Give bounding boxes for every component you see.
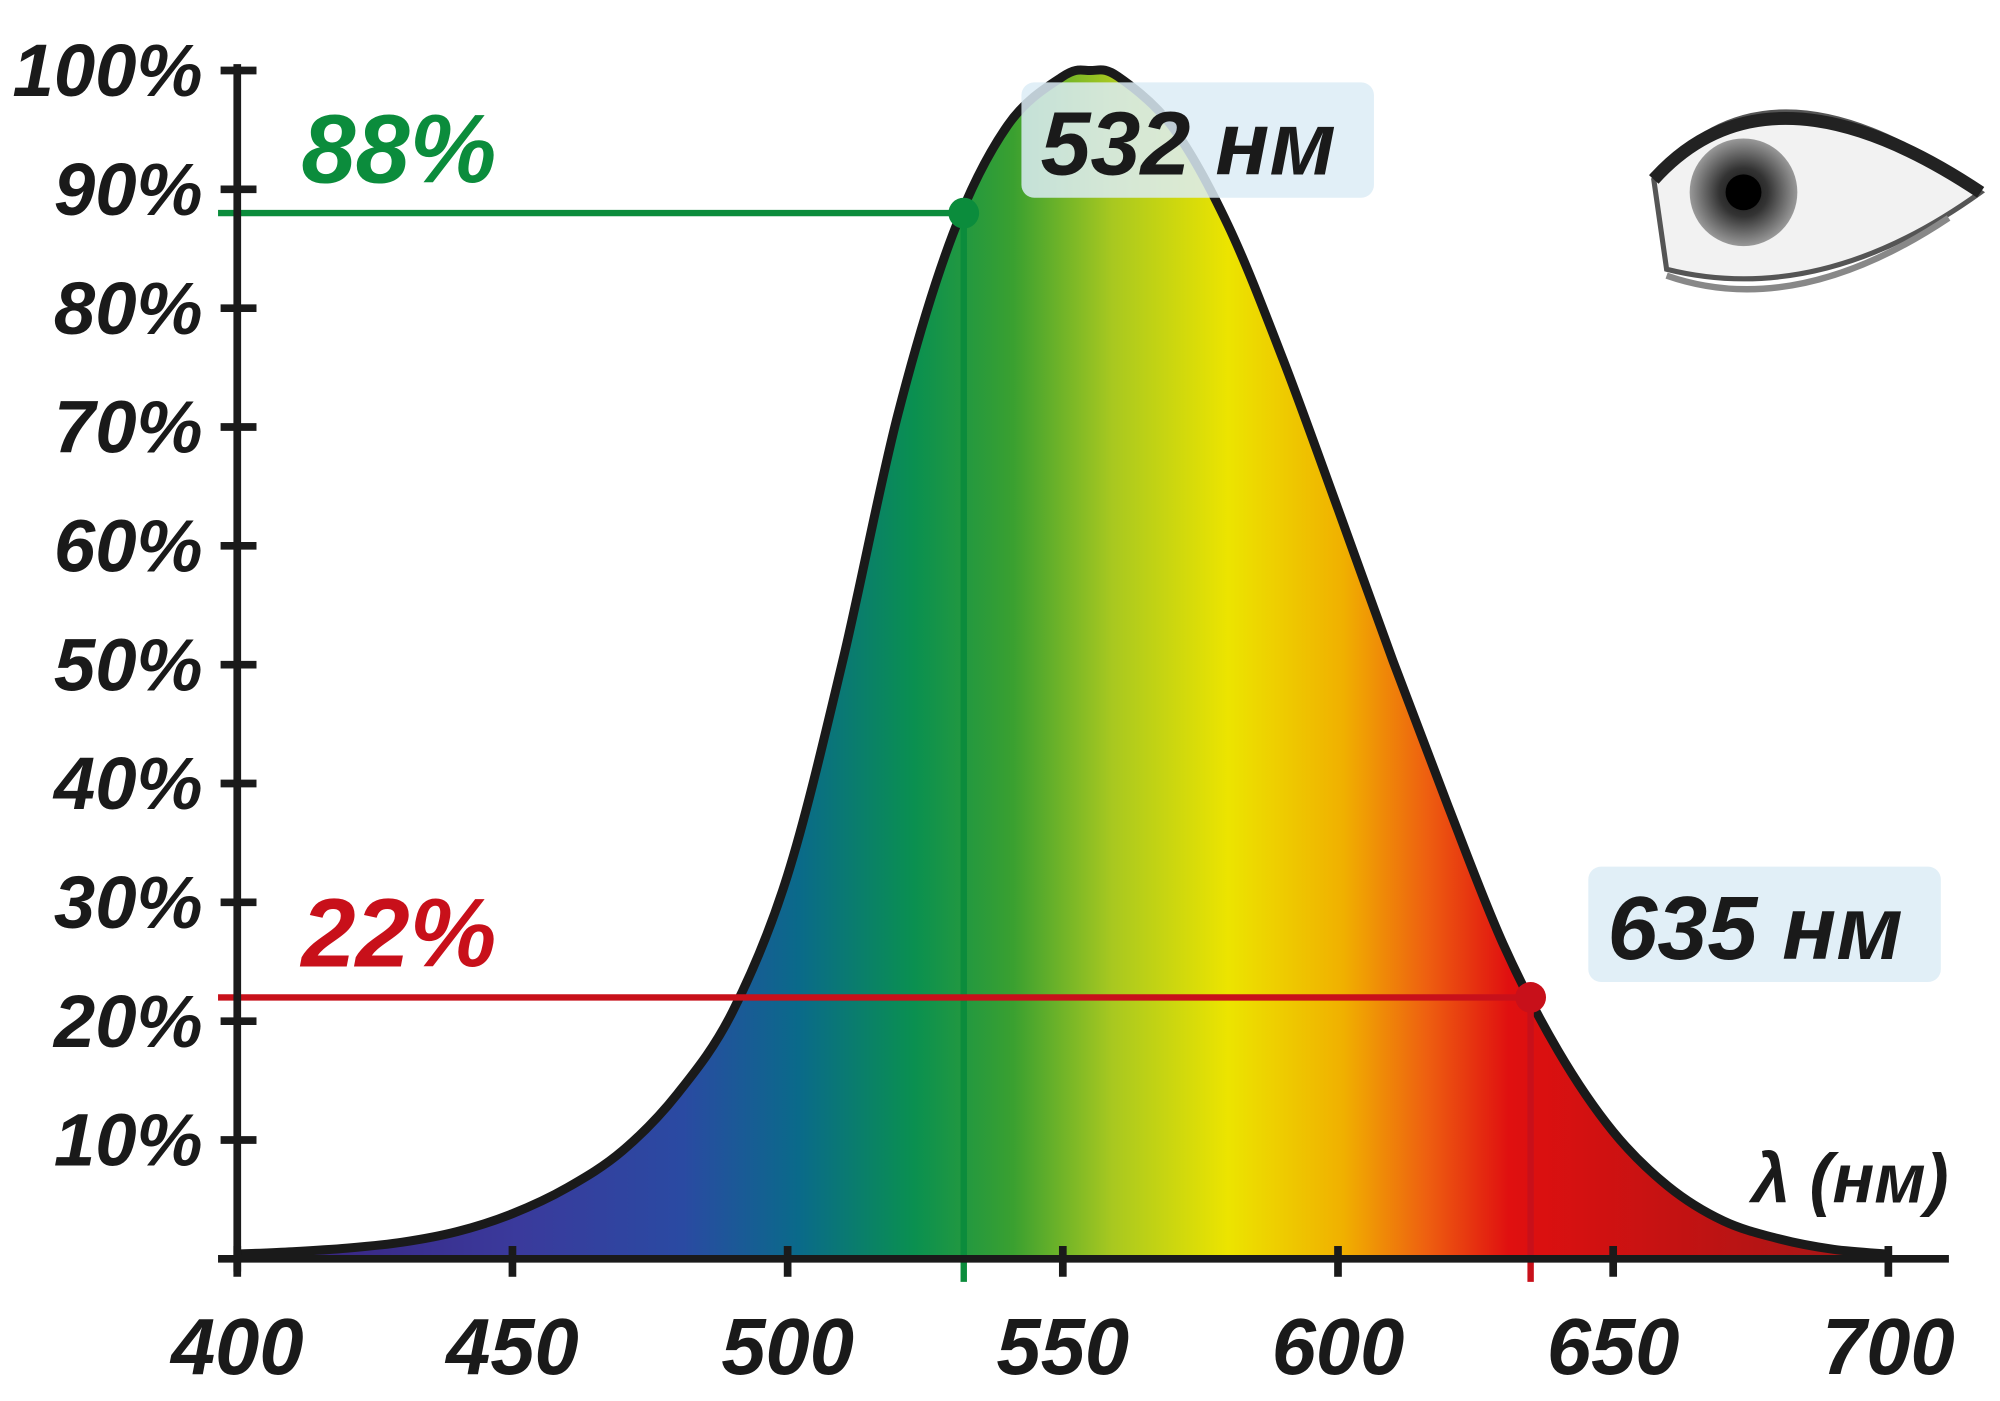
x-axis-label: λ (нм) [1748, 1139, 1949, 1217]
y-tick-label: 60% [54, 504, 203, 587]
y-tick-label: 40% [52, 742, 203, 825]
area-fill [237, 69, 1889, 1259]
marker-x-label: 532 нм [1041, 95, 1336, 195]
marker-point [948, 197, 980, 229]
x-tick-label: 600 [1272, 1302, 1405, 1391]
y-tick-label: 90% [54, 148, 203, 231]
x-tick-label: 400 [169, 1302, 304, 1391]
marker-point [1515, 982, 1547, 1013]
x-tick-label: 650 [1547, 1302, 1680, 1391]
x-tick-label: 550 [997, 1302, 1130, 1391]
y-tick-label: 50% [54, 623, 203, 706]
eye-illustration [1649, 109, 1986, 293]
x-tick-label: 500 [721, 1302, 854, 1391]
curve [237, 65, 1889, 1259]
marker-x-label: 635 нм [1608, 879, 1903, 979]
x-tick-label: 700 [1822, 1302, 1955, 1391]
y-tick-label: 100% [12, 29, 202, 112]
marker-y-label: 88% [301, 94, 496, 203]
x-tick-label: 450 [444, 1302, 579, 1391]
label-box [1588, 866, 1941, 983]
y-tick-label: 20% [52, 980, 203, 1063]
y-tick-label: 10% [54, 1099, 203, 1182]
y-tick-label: 80% [54, 267, 203, 350]
y-tick-label: 30% [54, 861, 203, 944]
y-tick-label: 70% [54, 386, 203, 469]
label-box [1021, 82, 1374, 198]
marker-y-label: 22% [299, 879, 496, 988]
